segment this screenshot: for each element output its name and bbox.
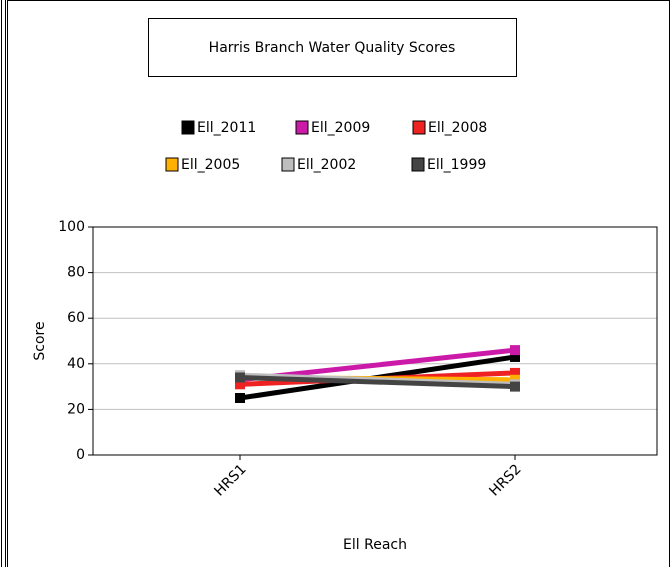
point-marker [510,381,520,392]
legend-label: Ell_2002 [297,157,356,173]
legend-swatch [181,120,195,135]
y-tick-label: 80 [67,265,85,281]
legend-label: Ell_2011 [197,120,256,136]
y-tick-label: 40 [67,356,85,372]
y-tick-label: 20 [67,401,85,417]
plot-area [92,226,658,456]
y-tick-label: 100 [58,219,85,235]
plot-border [92,226,658,456]
legend-swatch [295,120,309,135]
y-tick-label: 0 [76,447,85,463]
legend-swatch [281,157,295,172]
point-marker [235,372,245,383]
chart-title: Harris Branch Water Quality Scores [209,40,456,56]
x-tick-label: HRS2 [486,461,524,499]
legend-label: Ell_2008 [428,120,487,136]
x-axis-label: Ell Reach [343,537,407,553]
chart-frame [7,0,670,567]
point-marker [510,351,520,362]
legend-label: Ell_2009 [311,120,370,136]
point-marker [510,367,520,378]
legend-label: Ell_1999 [427,157,486,173]
legend-swatch [411,157,425,172]
x-tick-label: HRS1 [211,461,249,499]
legend-swatch [412,120,426,135]
point-marker [510,345,520,356]
point-marker [235,379,245,390]
legend-swatch [165,157,179,172]
y-tick-label: 60 [67,310,85,326]
title-box [148,18,517,77]
y-axis-label: Score [32,321,48,360]
point-marker [235,393,245,403]
legend-label: Ell_2005 [181,157,240,173]
series-line [239,374,516,390]
